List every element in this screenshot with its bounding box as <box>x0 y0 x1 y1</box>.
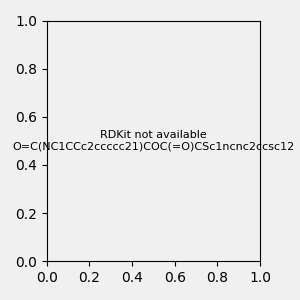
Text: RDKit not available
O=C(NC1CCc2ccccc21)COC(=O)CSc1ncnc2ccsc12: RDKit not available O=C(NC1CCc2ccccc21)C… <box>12 130 295 152</box>
